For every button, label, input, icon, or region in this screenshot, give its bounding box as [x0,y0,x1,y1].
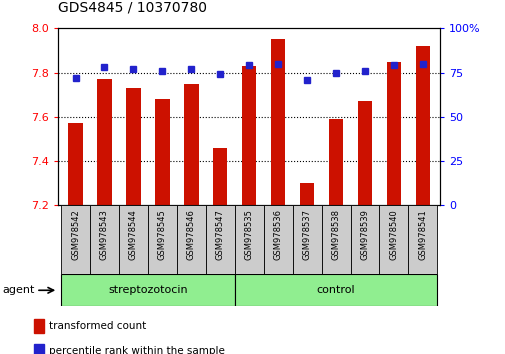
Text: streptozotocin: streptozotocin [108,285,187,295]
Bar [415,46,429,205]
FancyBboxPatch shape [61,274,234,306]
Text: GDS4845 / 10370780: GDS4845 / 10370780 [58,0,207,14]
FancyBboxPatch shape [292,205,321,274]
Text: transformed count: transformed count [49,321,146,331]
FancyBboxPatch shape [379,205,408,274]
Text: GSM978541: GSM978541 [418,209,427,259]
FancyBboxPatch shape [61,205,90,274]
FancyBboxPatch shape [234,205,263,274]
Bar [155,99,169,205]
Text: GSM978537: GSM978537 [302,209,311,260]
Bar [97,79,112,205]
Text: GSM978542: GSM978542 [71,209,80,259]
Bar [241,66,256,205]
FancyBboxPatch shape [119,205,147,274]
Bar [34,319,44,333]
Text: percentile rank within the sample: percentile rank within the sample [49,346,224,354]
Bar [126,88,140,205]
FancyBboxPatch shape [147,205,177,274]
Bar [299,183,314,205]
FancyBboxPatch shape [408,205,436,274]
FancyBboxPatch shape [90,205,119,274]
Bar [357,101,372,205]
Text: GSM978535: GSM978535 [244,209,253,259]
Text: control: control [316,285,355,295]
Text: GSM978539: GSM978539 [360,209,369,259]
FancyBboxPatch shape [321,205,350,274]
Text: GSM978538: GSM978538 [331,209,340,260]
Text: agent: agent [3,285,35,295]
Bar [270,39,285,205]
Bar [184,84,198,205]
FancyBboxPatch shape [206,205,234,274]
Text: GSM978547: GSM978547 [215,209,224,259]
Text: GSM978545: GSM978545 [158,209,167,259]
Text: GSM978536: GSM978536 [273,209,282,260]
FancyBboxPatch shape [350,205,379,274]
FancyBboxPatch shape [177,205,206,274]
Bar [68,124,83,205]
Text: GSM978546: GSM978546 [186,209,195,259]
FancyBboxPatch shape [263,205,292,274]
Text: GSM978540: GSM978540 [389,209,397,259]
Bar [213,148,227,205]
FancyBboxPatch shape [234,274,436,306]
Bar [328,119,342,205]
Bar [386,62,400,205]
Text: GSM978544: GSM978544 [129,209,138,259]
Bar [34,344,44,354]
Text: GSM978543: GSM978543 [100,209,109,259]
